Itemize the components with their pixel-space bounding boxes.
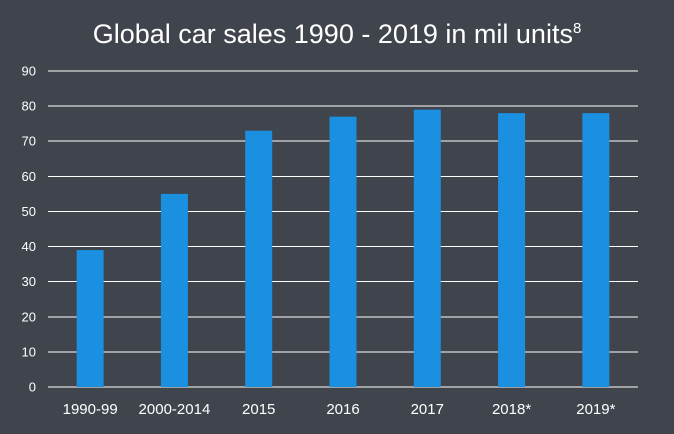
x-category-label-1990-99: 1990-99 [63, 401, 118, 418]
bar-2015 [245, 130, 273, 387]
y-tick-label-70: 70 [22, 134, 36, 149]
bar-2016 [329, 116, 357, 388]
bars [76, 109, 610, 388]
chart-title-text: Global car sales 1990 - 2019 in mil unit… [92, 19, 573, 49]
y-tick-label-10: 10 [22, 344, 36, 359]
x-category-label-2000-2014: 2000-2014 [139, 401, 211, 418]
y-tick-label-90: 90 [22, 64, 36, 79]
y-tick-label-60: 60 [22, 169, 36, 184]
x-category-label-2015: 2015 [242, 401, 275, 418]
x-category-label-2018*: 2018* [492, 401, 531, 418]
y-axis-tick-labels: 0 10 20 30 40 50 60 70 80 90 [22, 64, 36, 395]
y-tick-label-0: 0 [29, 380, 36, 395]
chart-title: Global car sales 1990 - 2019 in mil unit… [0, 14, 674, 54]
y-tick-label-80: 80 [22, 99, 36, 114]
x-axis-category-labels: 1990-99 2000-2014 2015 2016 2017 2018* 2019* [63, 401, 616, 418]
bar-2000-2014 [160, 193, 188, 387]
bar-2019* [582, 113, 610, 387]
y-tick-label-30: 30 [22, 274, 36, 289]
x-category-label-2016: 2016 [326, 401, 359, 418]
y-tick-label-40: 40 [22, 239, 36, 254]
y-tick-label-50: 50 [22, 204, 36, 219]
bar-2018* [498, 113, 526, 387]
y-tick-label-20: 20 [22, 309, 36, 324]
bar-1990-99 [76, 250, 104, 387]
x-category-label-2019*: 2019* [576, 401, 615, 418]
chart-title-footnote-marker: 8 [572, 20, 582, 37]
x-category-label-2017: 2017 [411, 401, 444, 418]
bar-2017 [413, 109, 441, 387]
